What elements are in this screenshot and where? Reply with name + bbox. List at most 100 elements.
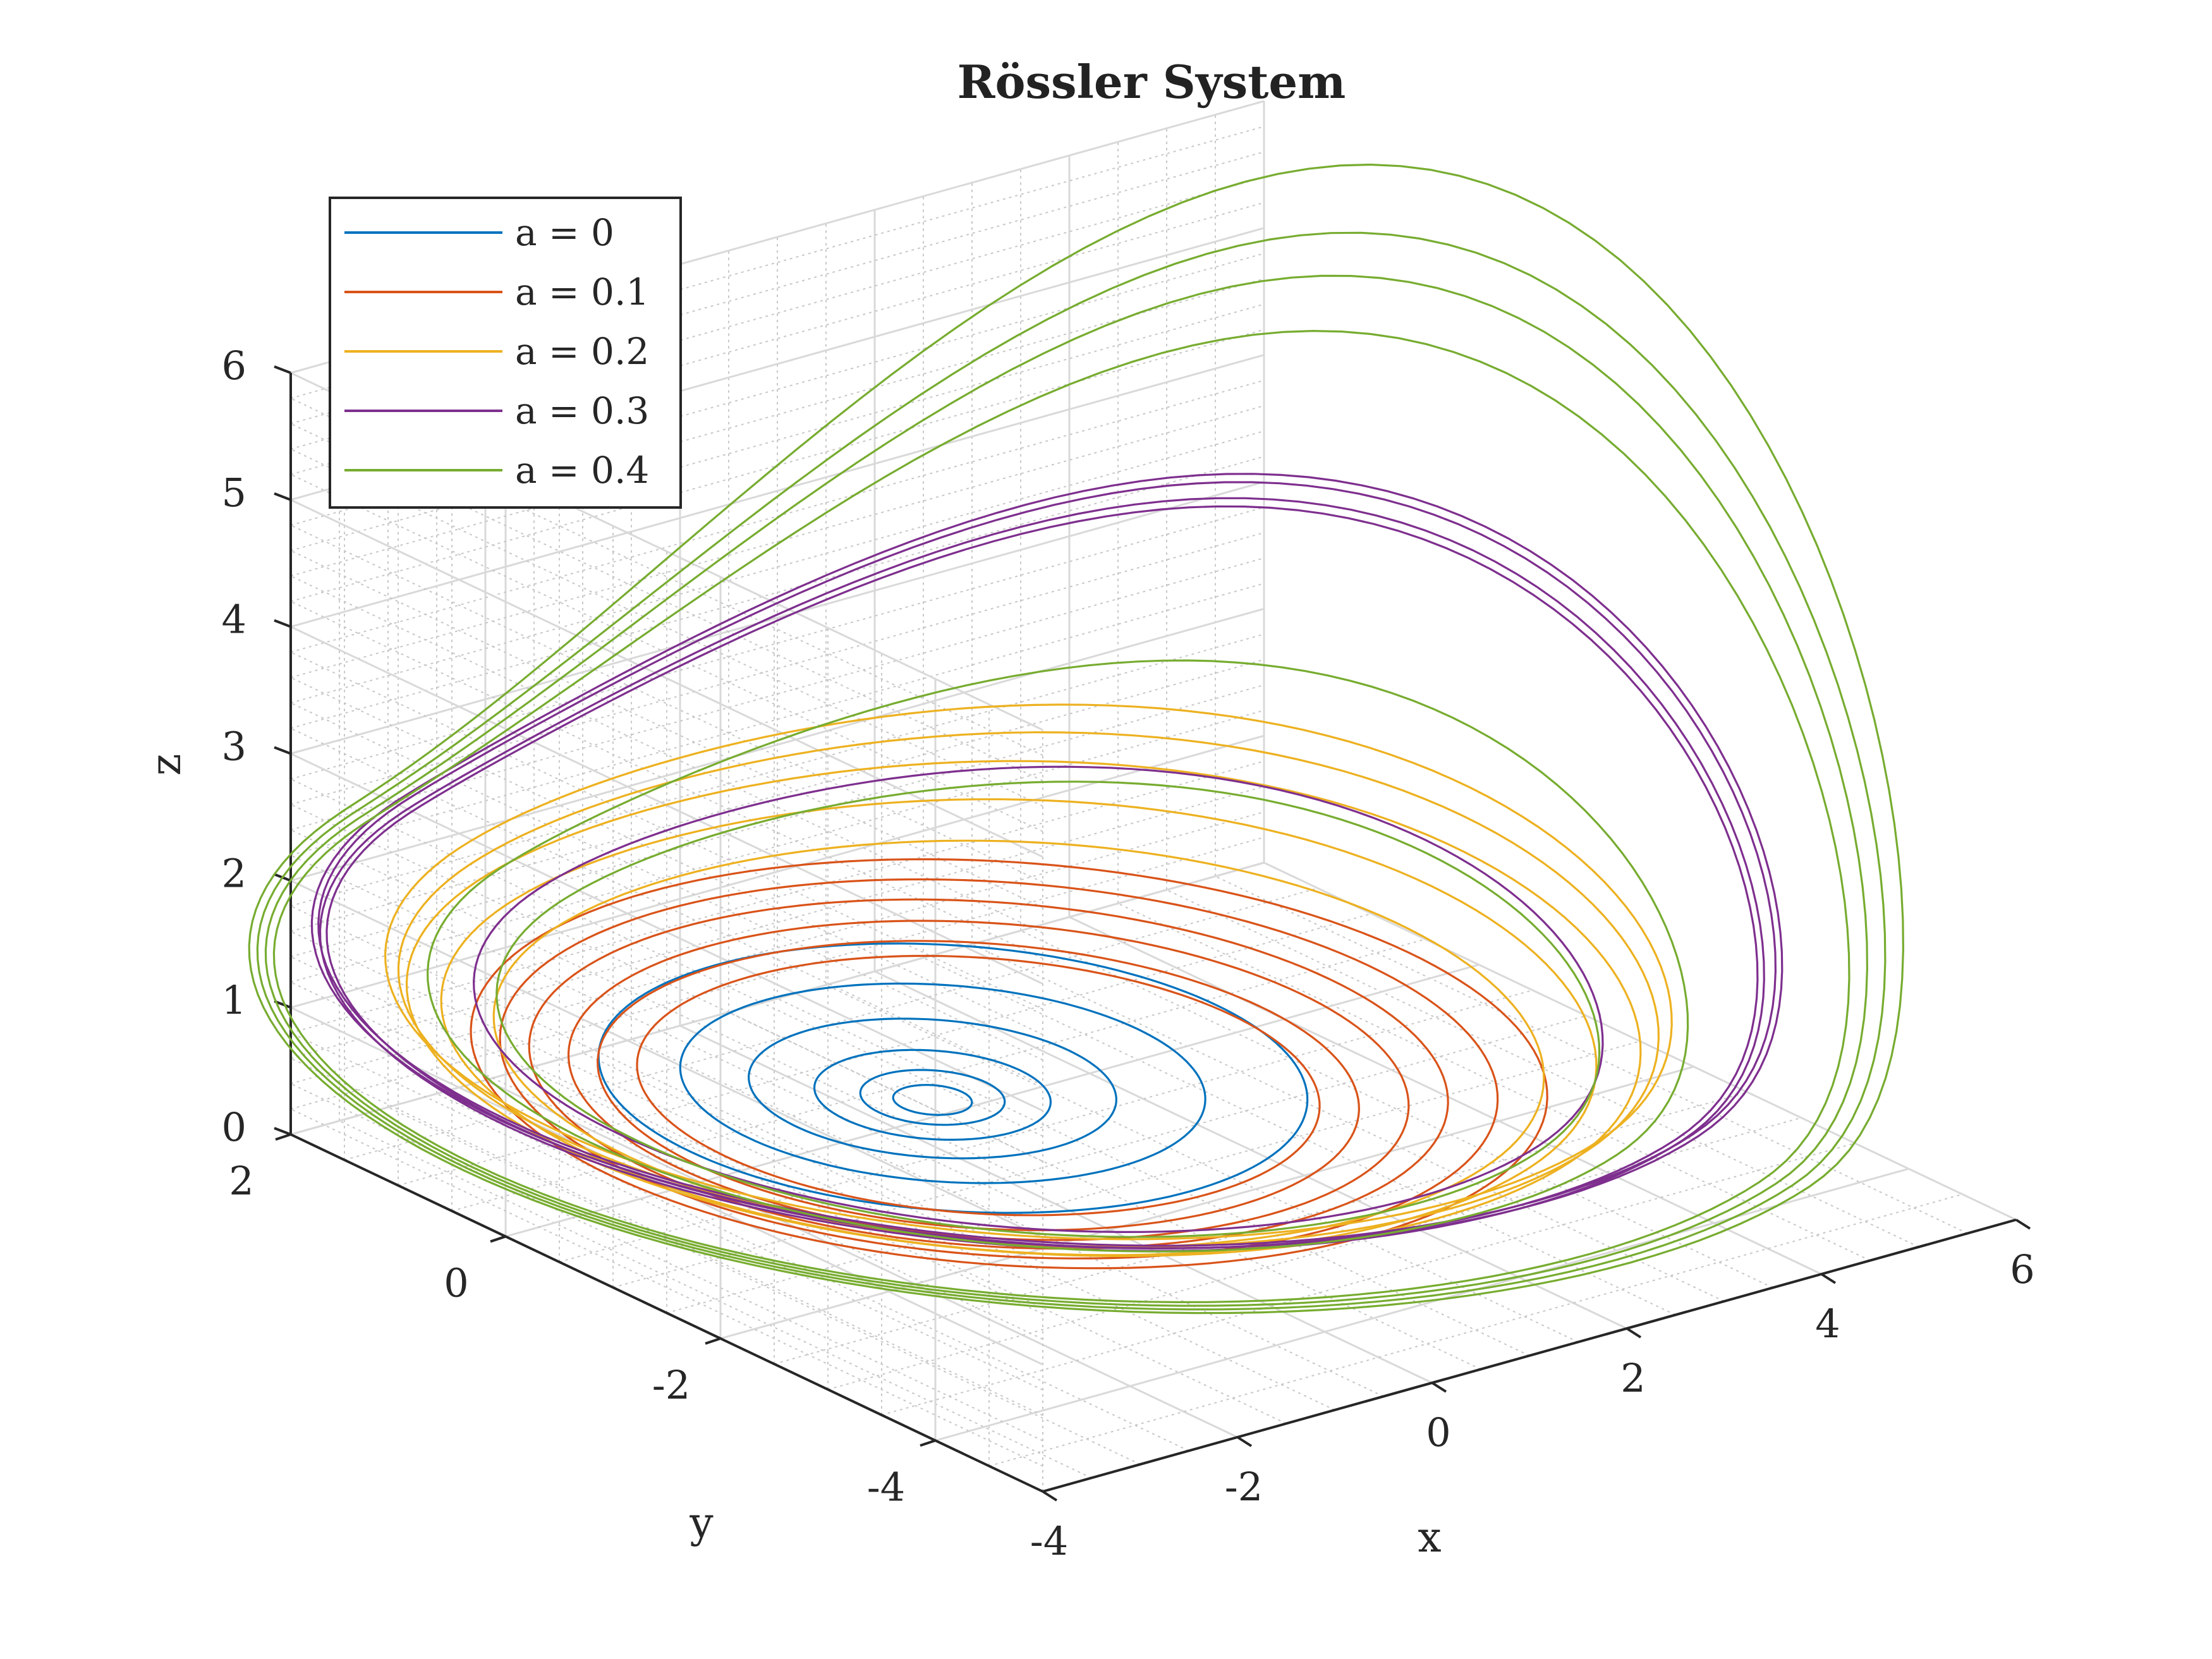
series-line-4-turn-0 bbox=[248, 163, 1905, 1315]
grid-line-back-z bbox=[290, 151, 1265, 425]
z-tick-label: 3 bbox=[222, 724, 246, 770]
grid-line-floor-y bbox=[935, 1167, 1909, 1442]
grid-line-back-z bbox=[290, 583, 1265, 856]
z-tick-label: 4 bbox=[222, 597, 246, 643]
series-line-2-turn-0 bbox=[384, 703, 1673, 1241]
grid-line-back-z bbox=[290, 126, 1265, 399]
grid-line-floor-x bbox=[874, 970, 1627, 1330]
grid-line-floor-x bbox=[679, 1024, 1433, 1384]
series-line-4-turn-4 bbox=[426, 659, 1689, 1253]
y-axis-line bbox=[290, 1133, 1043, 1493]
x-tick-label: 6 bbox=[2010, 1246, 2034, 1292]
grid-line-floor-x bbox=[485, 1079, 1238, 1438]
series-line-0-turn-5 bbox=[892, 1084, 973, 1116]
z-tick-label: 2 bbox=[222, 850, 246, 896]
y-tick-label: -2 bbox=[652, 1362, 690, 1408]
series-line-3-turn-0 bbox=[310, 473, 1784, 1249]
x-tick-label: 2 bbox=[1620, 1355, 1645, 1401]
series-line-1-turn-2 bbox=[528, 898, 1449, 1250]
grid-line-back-z bbox=[290, 836, 1265, 1110]
z-tick bbox=[274, 1127, 291, 1136]
grid-line-back-z bbox=[290, 557, 1265, 830]
grid-line-back-z bbox=[290, 456, 1265, 729]
series-line-3-turn-4 bbox=[472, 765, 1604, 1234]
grid-line-back-z bbox=[290, 506, 1265, 780]
x-tick-label: 0 bbox=[1426, 1409, 1450, 1455]
grid-line-back-z bbox=[290, 430, 1265, 704]
series-group bbox=[248, 163, 1905, 1315]
series-line-3-turn-2 bbox=[319, 497, 1765, 1252]
grid-line-back-z bbox=[290, 405, 1265, 678]
series-line-4-turn-2 bbox=[264, 274, 1869, 1307]
z-tick bbox=[274, 492, 291, 501]
grid-line-back-z bbox=[290, 354, 1265, 628]
z-tick bbox=[274, 619, 291, 628]
grid-line-back-z bbox=[290, 481, 1265, 755]
x-tick-label: 4 bbox=[1815, 1301, 1840, 1347]
x-tick bbox=[1236, 1436, 1253, 1447]
legend-label-1: a = 0.1 bbox=[515, 270, 649, 313]
z-tick-label: 0 bbox=[222, 1104, 246, 1150]
series-line-0-turn-4 bbox=[859, 1069, 1006, 1126]
grid-line-back-z bbox=[290, 786, 1265, 1059]
series-line-3-turn-3 bbox=[325, 505, 1759, 1250]
series-line-1-turn-5 bbox=[636, 954, 1321, 1217]
grid-line-back-z bbox=[290, 303, 1265, 577]
tick-labels: -4 -2 0 2 4 6 2 0 -2 -4 0 1 2 3 4 5 6 bbox=[222, 343, 2035, 1564]
grid-line-back-z bbox=[290, 684, 1265, 957]
y-tick-label: -4 bbox=[867, 1464, 905, 1510]
z-tick bbox=[274, 365, 291, 374]
grid-line-back-z bbox=[290, 861, 1265, 1136]
z-tick-label: 1 bbox=[222, 977, 246, 1023]
z-tick-label: 6 bbox=[222, 343, 246, 389]
grid-line-floor-y bbox=[559, 989, 1533, 1263]
x-tick bbox=[1626, 1327, 1642, 1339]
grid-line-floor-y bbox=[988, 1193, 1963, 1467]
grid-line-floor-y bbox=[344, 887, 1318, 1161]
grid-line-side-z bbox=[290, 879, 1043, 1239]
grid-line-back-z bbox=[290, 329, 1265, 602]
grid-line-floor-y bbox=[666, 1040, 1641, 1314]
series-line-1-turn-3 bbox=[567, 920, 1410, 1241]
x-tick bbox=[1042, 1490, 1058, 1502]
grid-line-back-z bbox=[290, 532, 1265, 805]
grid-line-floor-y bbox=[505, 963, 1480, 1237]
z-tick-label: 5 bbox=[222, 470, 246, 516]
z-axis-label: z bbox=[142, 754, 190, 776]
x-tick-label: -4 bbox=[1030, 1518, 1068, 1564]
legend: a = 0 a = 0.1 a = 0.2 a = 0.3 a = 0.4 bbox=[329, 197, 682, 509]
y-tick bbox=[920, 1439, 936, 1447]
grid-line-back-z bbox=[290, 760, 1265, 1034]
series-line-4-turn-5 bbox=[495, 781, 1601, 1238]
grid-line-floor-y bbox=[774, 1091, 1748, 1365]
series-line-0-turn-2 bbox=[748, 1018, 1117, 1160]
grid-line-back-z bbox=[290, 202, 1265, 475]
x-tick-label: -2 bbox=[1225, 1464, 1263, 1510]
legend-label-3: a = 0.3 bbox=[515, 389, 649, 432]
grid-line-back-z bbox=[290, 710, 1265, 983]
grid-line-back-z bbox=[290, 278, 1265, 552]
legend-label-4: a = 0.4 bbox=[515, 449, 649, 492]
y-tick bbox=[275, 1133, 291, 1141]
legend-label-2: a = 0.2 bbox=[515, 330, 649, 373]
grid-line-back-z bbox=[290, 811, 1265, 1085]
chart-title: Rössler System bbox=[957, 55, 1346, 109]
grid-line-back-z bbox=[290, 607, 1265, 882]
x-tick bbox=[1431, 1382, 1447, 1393]
x-axis-line bbox=[1042, 1218, 2017, 1493]
series-line-2-turn-4 bbox=[492, 839, 1545, 1249]
x-tick bbox=[2015, 1218, 2031, 1230]
series-line-0-turn-3 bbox=[813, 1048, 1052, 1141]
grid-line-floor-y bbox=[720, 1066, 1694, 1340]
series-line-4-turn-3 bbox=[272, 329, 1850, 1303]
y-axis-label: y bbox=[689, 1498, 714, 1547]
series-line-2-turn-1 bbox=[397, 731, 1660, 1248]
grid-line-back-z bbox=[290, 379, 1265, 653]
series-line-3-turn-1 bbox=[317, 481, 1777, 1247]
x-axis-label: x bbox=[1418, 1513, 1441, 1562]
grid-line-floor-y bbox=[612, 1015, 1587, 1289]
legend-label-0: a = 0 bbox=[515, 211, 614, 254]
grid-line-floor-x bbox=[1069, 916, 1822, 1275]
series-line-0-turn-1 bbox=[679, 982, 1206, 1184]
